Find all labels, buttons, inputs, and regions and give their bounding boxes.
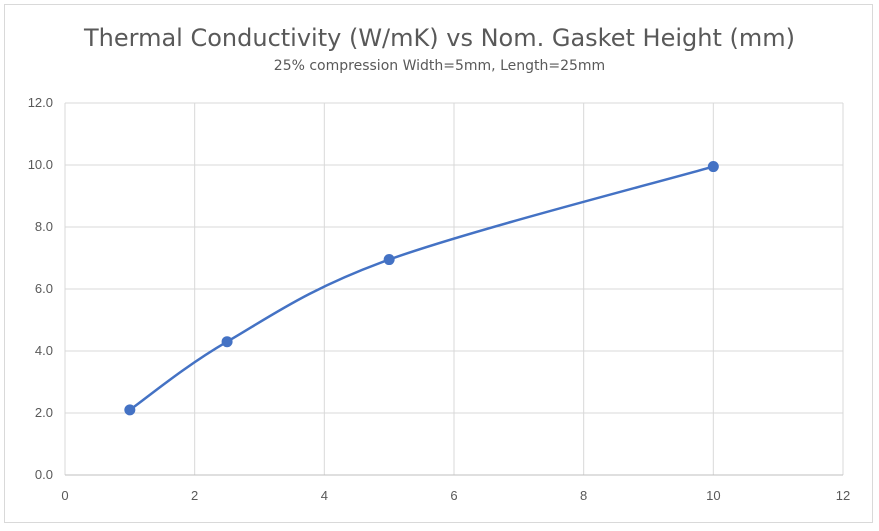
x-tick-label: 8 — [580, 488, 587, 503]
data-point — [707, 161, 719, 173]
x-tick-label: 4 — [321, 488, 328, 503]
y-tick-label: 2.0 — [35, 405, 53, 420]
x-tick-label: 10 — [706, 488, 720, 503]
series-line — [129, 165, 714, 411]
x-tick-label: 12 — [836, 488, 850, 503]
x-tick-label: 0 — [61, 488, 68, 503]
x-tick-label: 6 — [450, 488, 457, 503]
y-tick-label: 12.0 — [28, 95, 53, 110]
y-tick-label: 8.0 — [35, 219, 53, 234]
data-point — [124, 404, 136, 416]
y-tick-label: 0.0 — [35, 467, 53, 482]
chart-subtitle: 25% compression Width=5mm, Length=25mm — [273, 58, 606, 74]
data-point — [383, 254, 395, 266]
y-tick-label: 4.0 — [35, 343, 53, 358]
x-tick-label: 2 — [191, 488, 198, 503]
data-point — [221, 336, 233, 348]
y-tick-label: 10.0 — [28, 157, 53, 172]
chart-frame — [4, 4, 873, 523]
chart-title: Thermal Conductivity (W/mK) vs Nom. Gask… — [84, 24, 795, 52]
y-tick-label: 6.0 — [35, 281, 53, 296]
